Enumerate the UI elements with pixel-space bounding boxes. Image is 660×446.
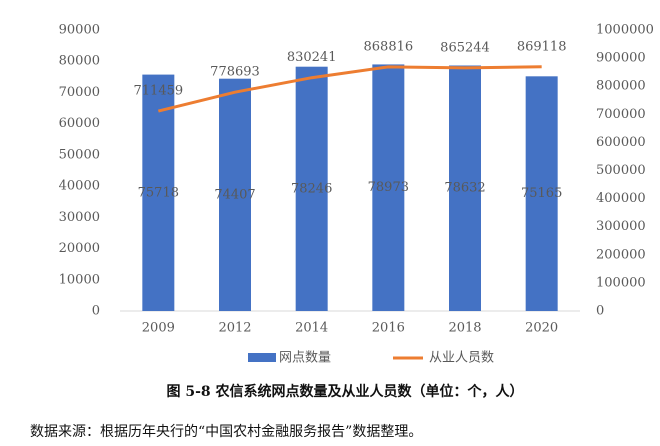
- y-tick-label: 40000: [59, 179, 100, 194]
- x-tick-label: 2012: [218, 321, 251, 336]
- y2-tick-label: 100000: [596, 275, 646, 290]
- y2-tick-label: 300000: [596, 219, 646, 234]
- y2-tick-label: 800000: [596, 79, 646, 94]
- line-value-label: 868816: [364, 39, 414, 54]
- y-tick-label: 20000: [59, 241, 100, 256]
- bar: [295, 66, 328, 311]
- bar: [219, 78, 251, 311]
- source-note: 数据来源：根据历年央行的“中国农村金融服务报告”数据整理。: [30, 424, 422, 440]
- x-tick-label: 2018: [448, 321, 481, 336]
- line-value-label: 869118: [517, 39, 567, 54]
- y-tick-label: 90000: [59, 23, 100, 38]
- x-tick-label: 2020: [525, 321, 558, 336]
- line-value-label: 778693: [210, 65, 260, 80]
- y2-tick-label: 400000: [596, 191, 646, 206]
- y2-tick-label: 500000: [596, 163, 646, 178]
- bar: [449, 65, 481, 311]
- bar: [372, 64, 405, 311]
- legend-label: 网点数量: [279, 351, 331, 366]
- y-tick-label: 10000: [59, 272, 100, 287]
- x-tick-label: 2014: [295, 321, 328, 336]
- y-tick-label: 50000: [59, 147, 100, 162]
- line-value-label: 830241: [287, 50, 337, 65]
- bar-value-label: 75718: [138, 185, 179, 200]
- y-tick-label: 80000: [59, 54, 100, 69]
- bar-value-label: 78973: [368, 180, 409, 195]
- line-value-label: 711459: [134, 84, 184, 99]
- bar-value-label: 78246: [291, 181, 332, 196]
- chart-title: 图 5-8 农信系统网点数量及从业人员数（单位：个，人）: [166, 383, 523, 400]
- y2-tick-label: 200000: [596, 247, 646, 262]
- y-tick-label: 30000: [59, 210, 100, 225]
- y-tick-label: 70000: [59, 85, 100, 100]
- legend-swatch: [248, 353, 276, 362]
- bar-value-label: 78632: [444, 181, 485, 196]
- y-tick-label: 60000: [59, 116, 100, 131]
- x-tick-label: 2016: [372, 321, 405, 336]
- bar-value-label: 75165: [521, 186, 562, 201]
- y2-tick-label: 0: [596, 304, 604, 319]
- line: [157, 65, 542, 113]
- legend-label: 从业人员数: [429, 351, 494, 366]
- line-value-label: 865244: [440, 40, 490, 55]
- y-tick-label: 0: [92, 304, 100, 319]
- y2-tick-label: 600000: [596, 135, 646, 150]
- y2-tick-label: 900000: [596, 51, 646, 66]
- bar: [142, 74, 175, 311]
- bar: [525, 76, 558, 311]
- bar-value-label: 74407: [214, 187, 255, 202]
- y2-tick-label: 1000000: [596, 23, 654, 38]
- x-tick-label: 2009: [142, 321, 175, 336]
- y2-tick-label: 700000: [596, 107, 646, 122]
